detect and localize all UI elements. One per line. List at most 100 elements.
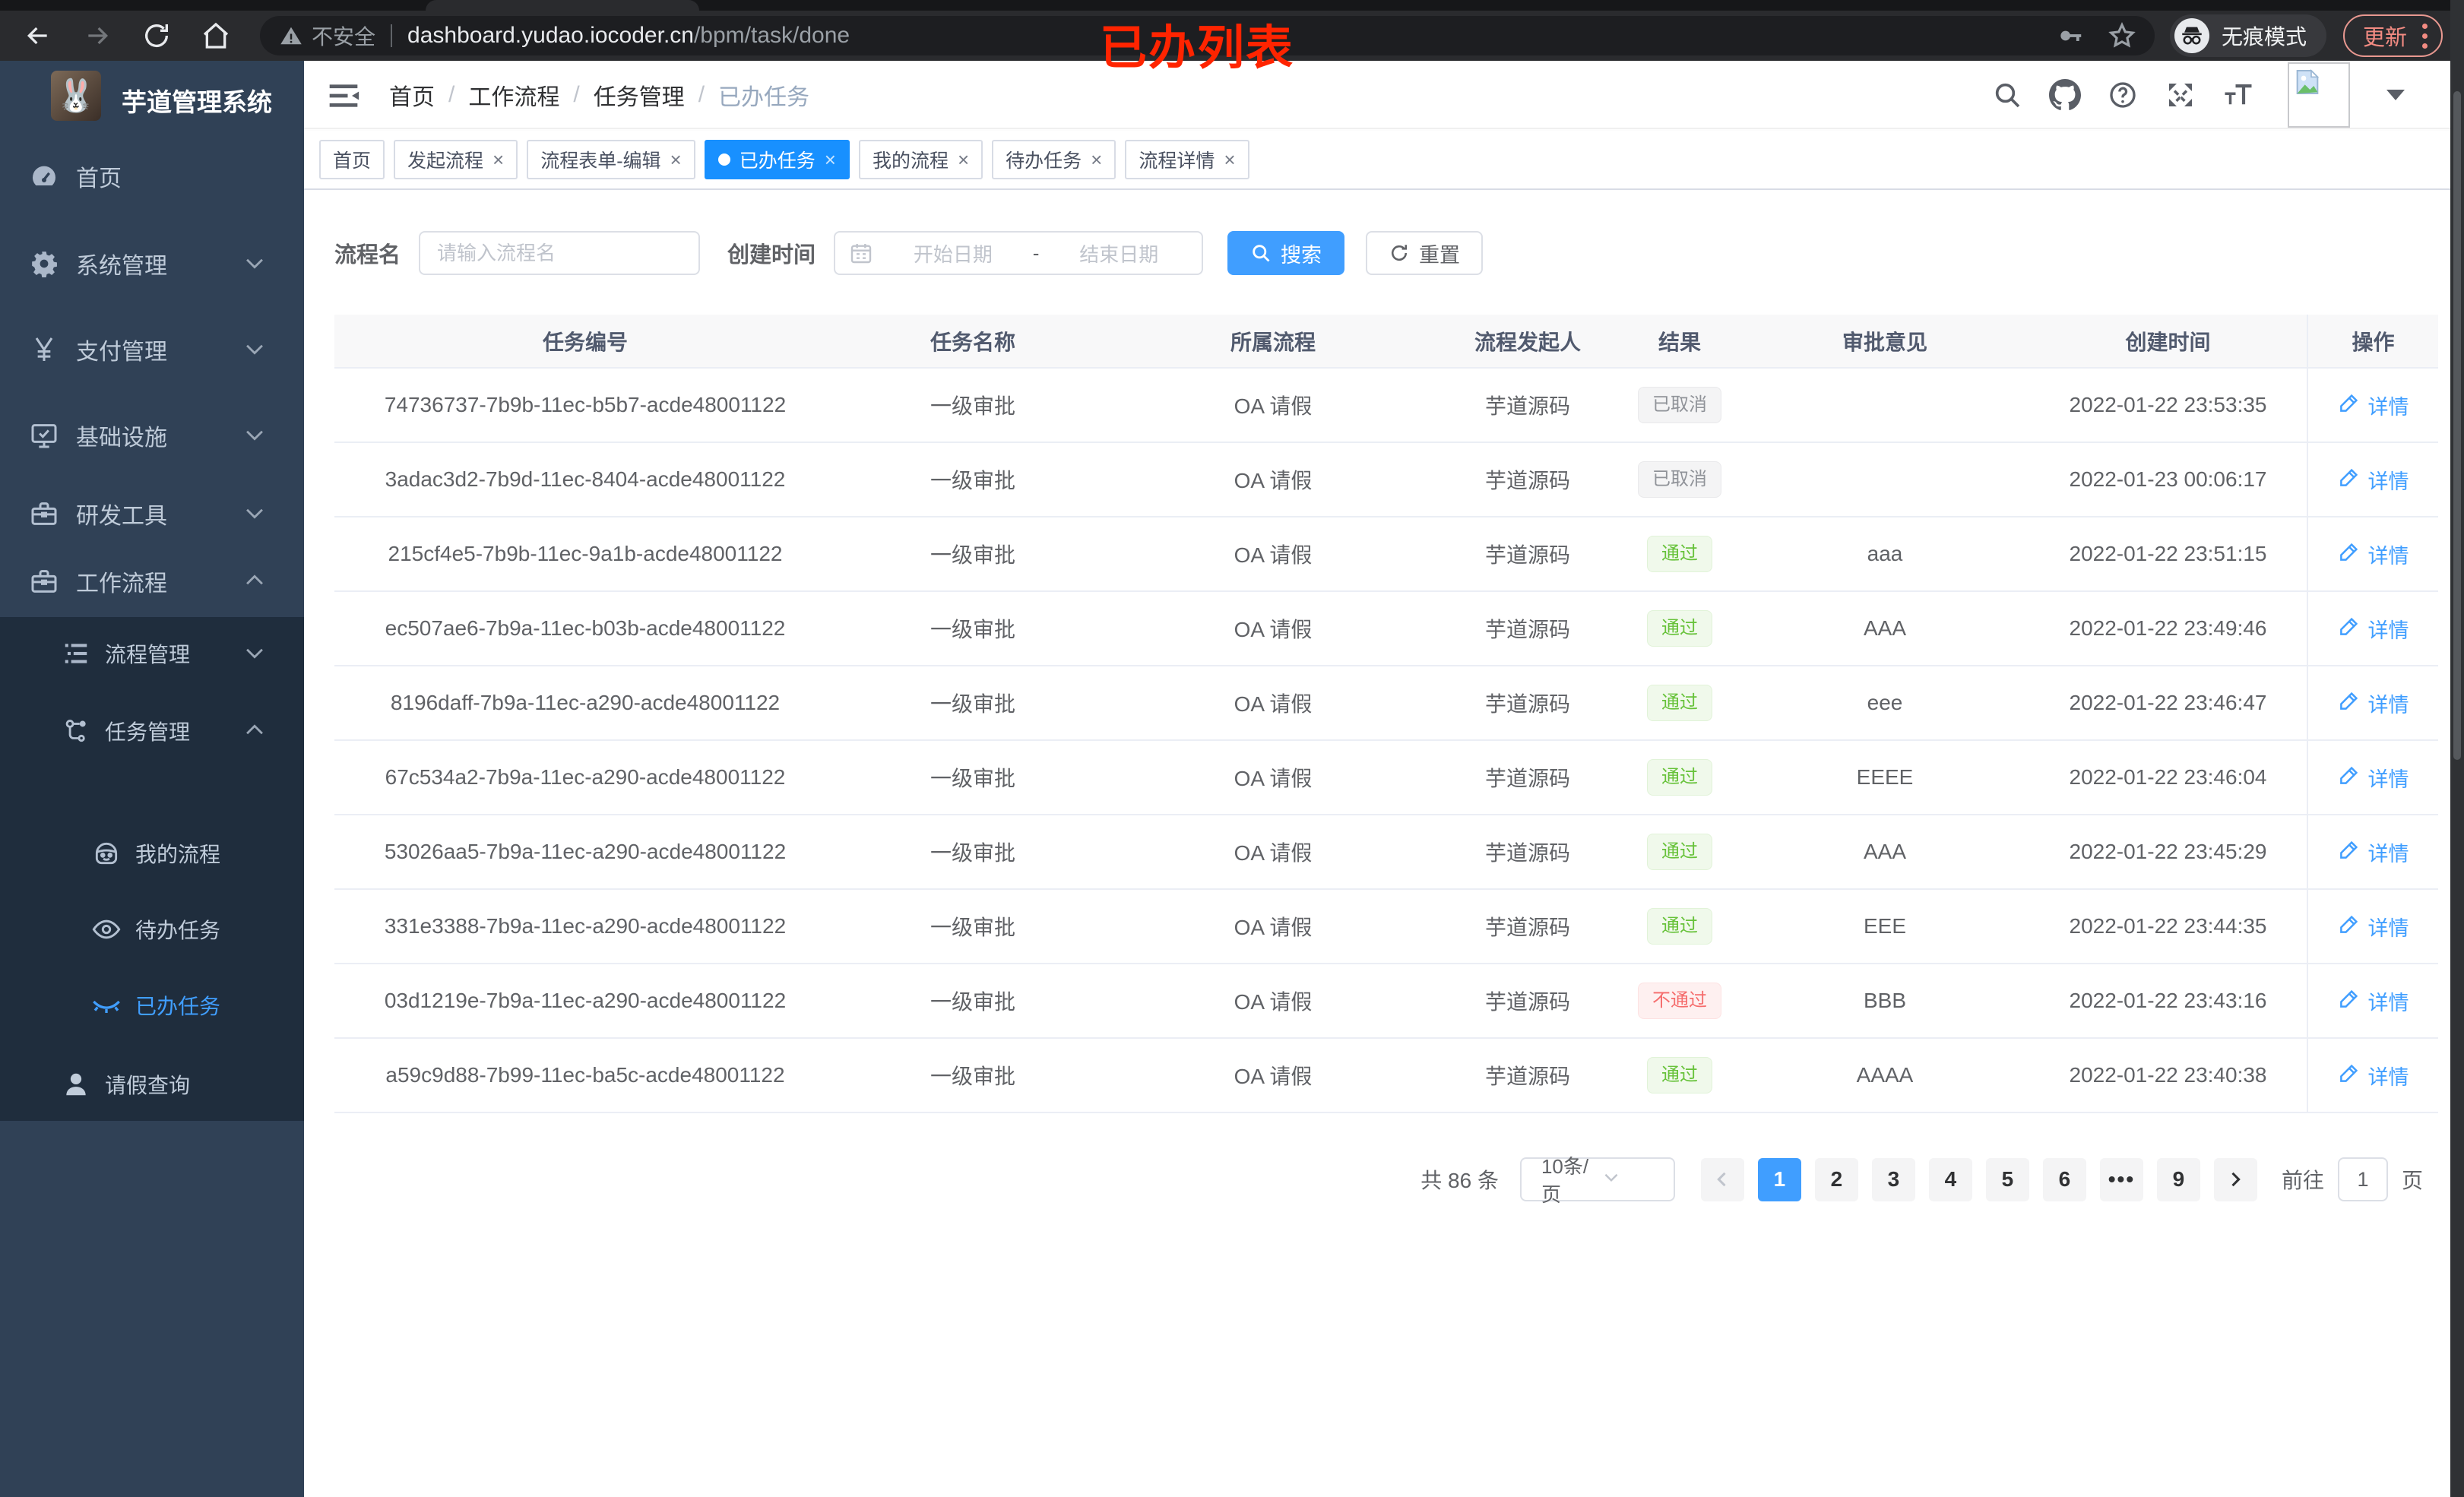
start-date-placeholder[interactable]: 开始日期 — [913, 242, 993, 266]
forward-icon[interactable] — [82, 21, 112, 51]
page-button-5[interactable]: 5 — [1985, 1157, 2029, 1201]
end-date-placeholder[interactable]: 结束日期 — [1079, 242, 1159, 266]
sidebar-item-done-task[interactable]: 已办任务 — [0, 981, 304, 1030]
home-icon[interactable] — [201, 21, 231, 51]
tab-close-icon[interactable]: × — [670, 148, 682, 171]
toolbox-icon — [27, 497, 61, 530]
detail-button[interactable]: 详情 — [2338, 688, 2409, 718]
tab-start-process[interactable]: 发起流程 × — [394, 140, 518, 179]
detail-button[interactable]: 详情 — [2338, 540, 2409, 569]
avatar-caret-icon[interactable] — [2386, 90, 2405, 100]
sidebar-item-system[interactable]: 系统管理 — [0, 239, 304, 288]
not-secure-warning[interactable]: 不安全 — [280, 21, 375, 51]
status-badge: 已取消 — [1638, 460, 1721, 498]
browser-active-tab[interactable] — [426, 0, 699, 11]
sidebar-collapse-icon[interactable] — [327, 79, 360, 112]
process-name: OA 请假 — [1110, 964, 1436, 1039]
tab-todo-task[interactable]: 待办任务 × — [992, 140, 1116, 179]
next-page-button[interactable] — [2213, 1157, 2257, 1201]
starter: 芋道源码 — [1436, 889, 1619, 964]
sidebar-item-devtools[interactable]: 研发工具 — [0, 489, 304, 538]
sidebar-item-process-mgmt[interactable]: 流程管理 — [0, 629, 304, 678]
breadcrumb-home[interactable]: 首页 — [389, 85, 435, 110]
tab-my-process[interactable]: 我的流程 × — [858, 140, 983, 179]
help-icon[interactable] — [2107, 79, 2139, 111]
browser-menu-icon[interactable] — [2422, 23, 2428, 49]
page-size-select[interactable]: 10条/页 — [1519, 1155, 1675, 1206]
detail-button[interactable]: 详情 — [2338, 614, 2409, 644]
breadcrumb-task-mgmt[interactable]: 任务管理 — [593, 85, 685, 110]
detail-button[interactable]: 详情 — [2338, 391, 2409, 420]
table-row: 8196daff-7b9a-11ec-a290-acde48001122 一级审批… — [334, 666, 2438, 741]
reload-icon[interactable] — [141, 21, 172, 51]
goto-page-input[interactable] — [2337, 1157, 2388, 1201]
sidebar-item-leave-query[interactable]: 请假查询 — [0, 1060, 304, 1109]
tab-form-edit[interactable]: 流程表单-编辑 × — [527, 140, 695, 179]
approve-comment — [1740, 368, 2029, 443]
breadcrumb-workflow[interactable]: 工作流程 — [468, 85, 560, 110]
column-header-6: 审批意见 — [1740, 315, 2029, 369]
sidebar-item-home[interactable]: 首页 — [0, 152, 304, 201]
browser-update-button[interactable]: 更新 — [2342, 14, 2443, 57]
table-row: ec507ae6-7b9a-11ec-b03b-acde48001122 一级审批… — [334, 591, 2438, 666]
detail-button[interactable]: 详情 — [2338, 1061, 2409, 1090]
url-host: dashboard.yudao.iocoder.cn — [407, 23, 694, 48]
page-button-4[interactable]: 4 — [1928, 1157, 1972, 1201]
tab-close-icon[interactable]: × — [1091, 148, 1103, 171]
sidebar-item-label: 系统管理 — [76, 254, 167, 279]
detail-button[interactable]: 详情 — [2338, 465, 2409, 495]
sidebar-item-task-mgmt[interactable]: 任务管理 — [0, 707, 304, 755]
browser-scrollbar[interactable] — [2450, 0, 2464, 1497]
back-icon[interactable] — [23, 21, 53, 51]
status-badge: 通过 — [1647, 833, 1712, 871]
process-name: OA 请假 — [1110, 740, 1436, 815]
tab-process-detail[interactable]: 流程详情 × — [1125, 140, 1249, 179]
avatar[interactable] — [2288, 62, 2350, 128]
tab-done-task[interactable]: 已办任务 × — [704, 140, 850, 179]
page-button-1[interactable]: 1 — [1757, 1157, 1801, 1201]
starter: 芋道源码 — [1436, 815, 1619, 890]
date-range-picker[interactable]: 开始日期 - 结束日期 — [834, 231, 1204, 275]
sidebar-item-label: 请假查询 — [105, 1074, 191, 1097]
page-button-9[interactable]: 9 — [2156, 1157, 2200, 1201]
fullscreen-icon[interactable] — [2165, 79, 2196, 111]
password-key-icon[interactable] — [2056, 21, 2085, 50]
task-id: 53026aa5-7b9a-11ec-a290-acde48001122 — [334, 815, 836, 890]
font-size-icon[interactable] — [2222, 79, 2254, 111]
detail-button[interactable]: 详情 — [2338, 912, 2409, 942]
scrollbar-thumb[interactable] — [2453, 91, 2461, 760]
process-name: OA 请假 — [1110, 666, 1436, 741]
page-button-2[interactable]: 2 — [1814, 1157, 1858, 1201]
tab-close-icon[interactable]: × — [824, 148, 836, 171]
sidebar-item-payment[interactable]: 支付管理 — [0, 325, 304, 374]
github-icon[interactable] — [2049, 79, 2081, 111]
result-cell: 不通过 — [1619, 964, 1740, 1039]
reset-button[interactable]: 重置 — [1366, 231, 1484, 275]
approve-comment: AAAA — [1740, 1038, 2029, 1113]
sidebar-item-my-process[interactable]: 我的流程 — [0, 829, 304, 878]
page-button-3[interactable]: 3 — [1871, 1157, 1915, 1201]
bookmark-star-icon[interactable] — [2108, 21, 2136, 50]
search-button[interactable]: 搜索 — [1227, 231, 1345, 275]
page-button-6[interactable]: 6 — [2042, 1157, 2086, 1201]
sidebar-item-infra[interactable]: 基础设施 — [0, 411, 304, 460]
browser-toolbar: 不安全 dashboard.yudao.iocoder.cn/bpm/task/… — [0, 11, 2464, 61]
table-row: 215cf4e5-7b9b-11ec-9a1b-acde48001122 一级审批… — [334, 517, 2438, 592]
search-icon[interactable] — [1991, 79, 2023, 111]
sidebar-item-workflow[interactable]: 工作流程 — [0, 557, 304, 606]
detail-button[interactable]: 详情 — [2338, 763, 2409, 793]
pagination-ellipsis[interactable]: ••• — [2099, 1157, 2143, 1201]
sidebar-item-todo-task[interactable]: 待办任务 — [0, 905, 304, 954]
column-header-2: 任务名称 — [836, 315, 1110, 369]
url-bar[interactable]: 不安全 dashboard.yudao.iocoder.cn/bpm/task/… — [260, 16, 2155, 55]
prev-page-button[interactable] — [1700, 1157, 1744, 1201]
tab-close-icon[interactable]: × — [1224, 148, 1236, 171]
tab-home[interactable]: 首页 — [319, 140, 385, 179]
detail-button[interactable]: 详情 — [2338, 986, 2409, 1016]
tab-close-icon[interactable]: × — [957, 148, 970, 171]
detail-button[interactable]: 详情 — [2338, 837, 2409, 867]
tab-close-icon[interactable]: × — [492, 148, 505, 171]
sidebar-logo-row[interactable]: 🐰 芋道管理系统 — [0, 61, 304, 167]
refresh-icon — [1392, 245, 1408, 261]
process-name-input[interactable] — [437, 241, 683, 265]
